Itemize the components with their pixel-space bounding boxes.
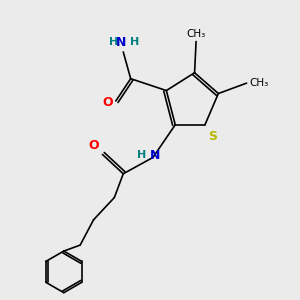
Text: H: H <box>109 38 118 47</box>
Text: CH₃: CH₃ <box>186 29 206 39</box>
Text: N: N <box>150 149 160 162</box>
Text: O: O <box>88 139 99 152</box>
Text: O: O <box>102 96 113 109</box>
Text: CH₃: CH₃ <box>249 78 268 88</box>
Text: S: S <box>208 130 217 143</box>
Text: H: H <box>137 150 146 160</box>
Text: N: N <box>116 36 126 49</box>
Text: H: H <box>130 38 139 47</box>
